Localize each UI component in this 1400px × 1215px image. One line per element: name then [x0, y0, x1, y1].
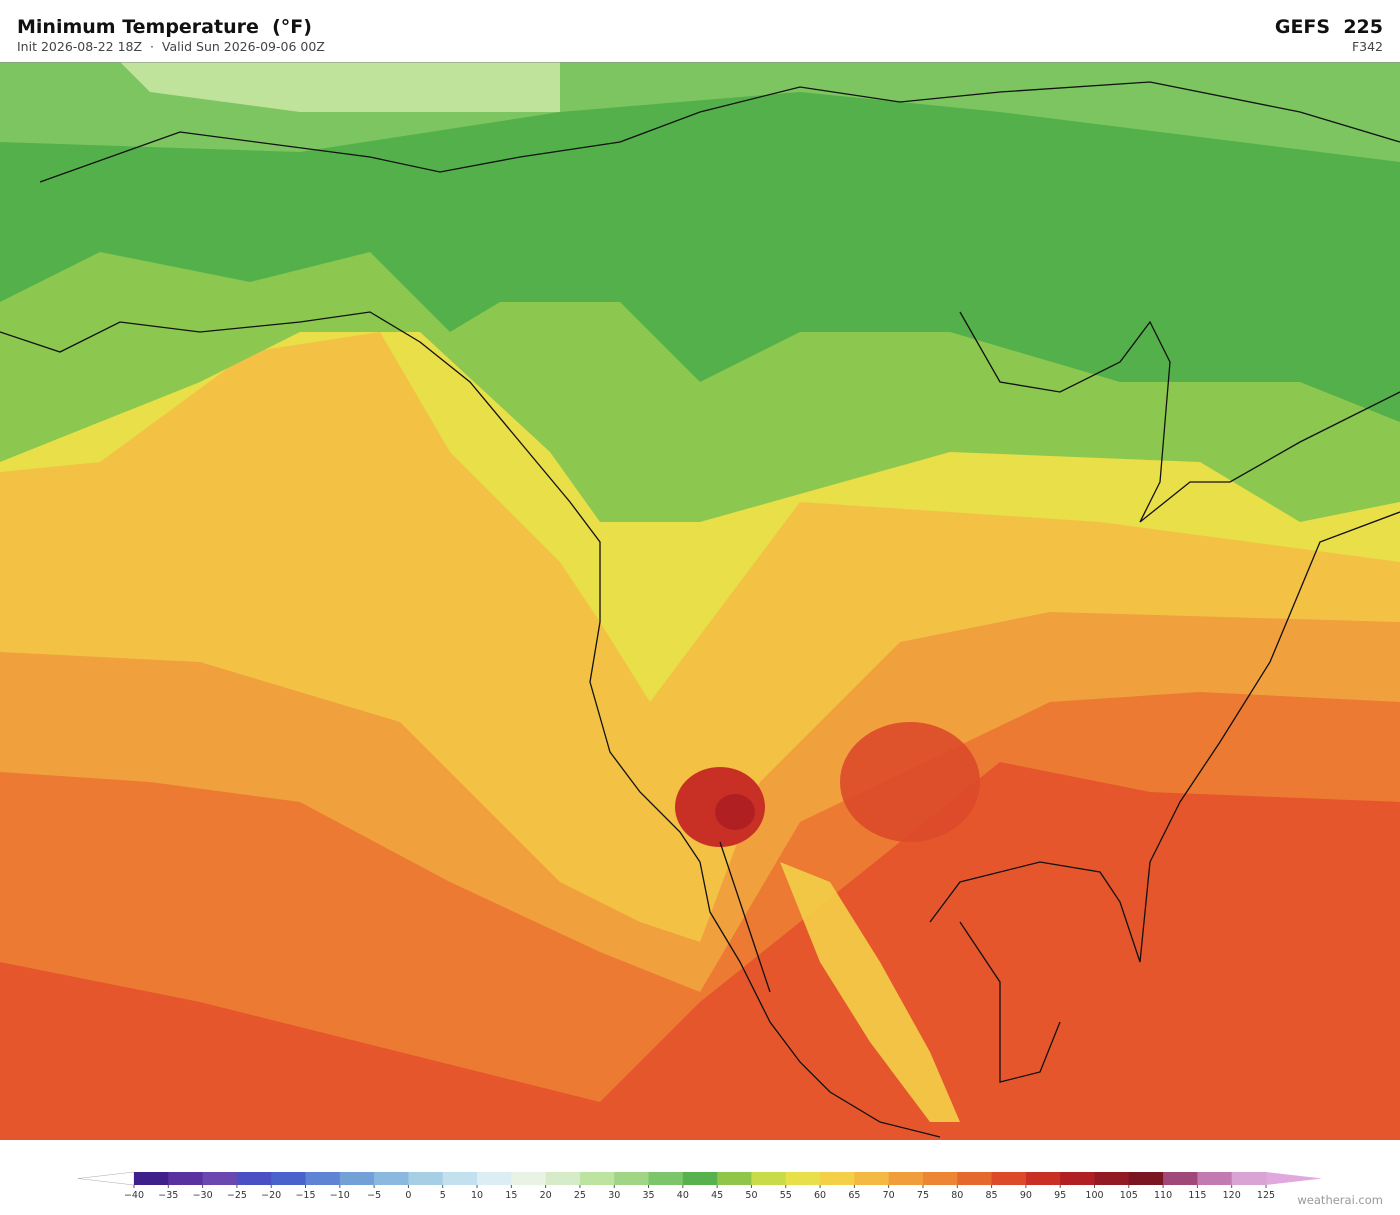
colorbar-bin [1060, 1172, 1095, 1185]
colorbar-tick-label: −30 [193, 1190, 213, 1200]
colorbar-tick-label: −35 [158, 1190, 178, 1200]
colorbar-tick-label: 40 [677, 1190, 689, 1200]
colorbar-bin [957, 1172, 993, 1185]
colorbar-bin [1163, 1172, 1198, 1185]
colorbar-bin [579, 1172, 615, 1185]
colorbar-tick-label: 55 [780, 1190, 792, 1200]
map-subtitle: Init 2026-08-22 18Z · Valid Sun 2026-09-… [17, 39, 325, 54]
colorbar-bin [682, 1172, 718, 1185]
colorbar-bin [1197, 1172, 1233, 1185]
map-title: Minimum Temperature (°F) [17, 16, 312, 38]
colorbar-bin [854, 1172, 890, 1185]
colorbar-bin [339, 1172, 375, 1185]
colorbar-tick-label: 105 [1120, 1190, 1138, 1200]
forecast-hour: F342 [1351, 39, 1383, 54]
colorbar-tick-label: 100 [1085, 1190, 1103, 1200]
colorbar-tick-label: 65 [848, 1190, 860, 1200]
colorbar-tick-label: 0 [405, 1190, 411, 1200]
colorbar-bin [305, 1172, 341, 1185]
colorbar-tick-label: 90 [1020, 1190, 1032, 1200]
colorbar-bin [236, 1172, 272, 1185]
colorbar-tick-label: 45 [711, 1190, 723, 1200]
colorbar-bin [717, 1172, 752, 1185]
colorbar-tick-label: −25 [227, 1190, 247, 1200]
colorbar-tick-label: 35 [642, 1190, 654, 1200]
colorbar-bin [374, 1172, 409, 1185]
colorbar-tick-label: 95 [1054, 1190, 1066, 1200]
colorbar-over [1266, 1172, 1322, 1185]
colorbar-tick-label: 125 [1257, 1190, 1275, 1200]
colorbar-under [77, 1171, 135, 1186]
colorbar-bin [820, 1172, 855, 1185]
colorbar-bin [888, 1172, 924, 1185]
colorbar-tick-label: 30 [608, 1190, 620, 1200]
colorbar-tick-label: −5 [367, 1190, 381, 1200]
colorbar-bin [1231, 1172, 1267, 1185]
colorbar-bin [648, 1172, 684, 1185]
colorbar-bin [785, 1172, 821, 1185]
colorbar-tick-label: −40 [124, 1190, 144, 1200]
colorbar-bin [271, 1172, 307, 1185]
colorbar-bin [408, 1172, 444, 1185]
colorbar-bin [442, 1172, 478, 1185]
colorbar-bin [134, 1172, 169, 1185]
colorbar-tick-label: 5 [440, 1190, 446, 1200]
colorbar-tick-label: 15 [505, 1190, 517, 1200]
colorbar-tick-label: −10 [330, 1190, 350, 1200]
map [0, 62, 1400, 1140]
colorbar-tick-label: 60 [814, 1190, 826, 1200]
colorbar-tick-label: 80 [951, 1190, 963, 1200]
credit: weatherai.com [1297, 1193, 1383, 1207]
colorbar-bin [1094, 1172, 1130, 1185]
colorbar-bin [751, 1172, 787, 1185]
colorbar-bin [545, 1172, 581, 1185]
colorbar-tick-label: 75 [917, 1190, 929, 1200]
colorbar-bin [477, 1172, 512, 1185]
colorbar-tick-label: 120 [1223, 1190, 1241, 1200]
colorbar-bin [202, 1172, 238, 1185]
colorbar-bin [1128, 1172, 1164, 1185]
colorbar-tick-label: 10 [471, 1190, 483, 1200]
colorbar-bin [511, 1172, 547, 1185]
colorbar-bin [991, 1172, 1027, 1185]
model-name: GEFS 225 [1274, 16, 1383, 38]
colorbar-tick-label: 20 [540, 1190, 552, 1200]
colorbar-tick-label: 50 [745, 1190, 757, 1200]
colorbar-bin [168, 1172, 204, 1185]
colorbar-bin [922, 1172, 958, 1185]
colorbar-bin [1025, 1172, 1061, 1185]
colorbar-bin [614, 1172, 650, 1185]
colorbar-tick-label: 110 [1154, 1190, 1172, 1200]
colorbar-tick-label: −20 [261, 1190, 281, 1200]
colorbar-tick-label: 25 [574, 1190, 586, 1200]
colorbar-tick-label: 115 [1188, 1190, 1206, 1200]
colorbar-tick-label: 85 [986, 1190, 998, 1200]
colorbar: −40 −35 −30 −25 −20 −15 −10 −5 0 5 10 15 20 25 30 35 40 4… [77, 1171, 1322, 1200]
colorbar-tick-label: 70 [883, 1190, 895, 1200]
colorbar-tick-label: −15 [295, 1190, 315, 1200]
